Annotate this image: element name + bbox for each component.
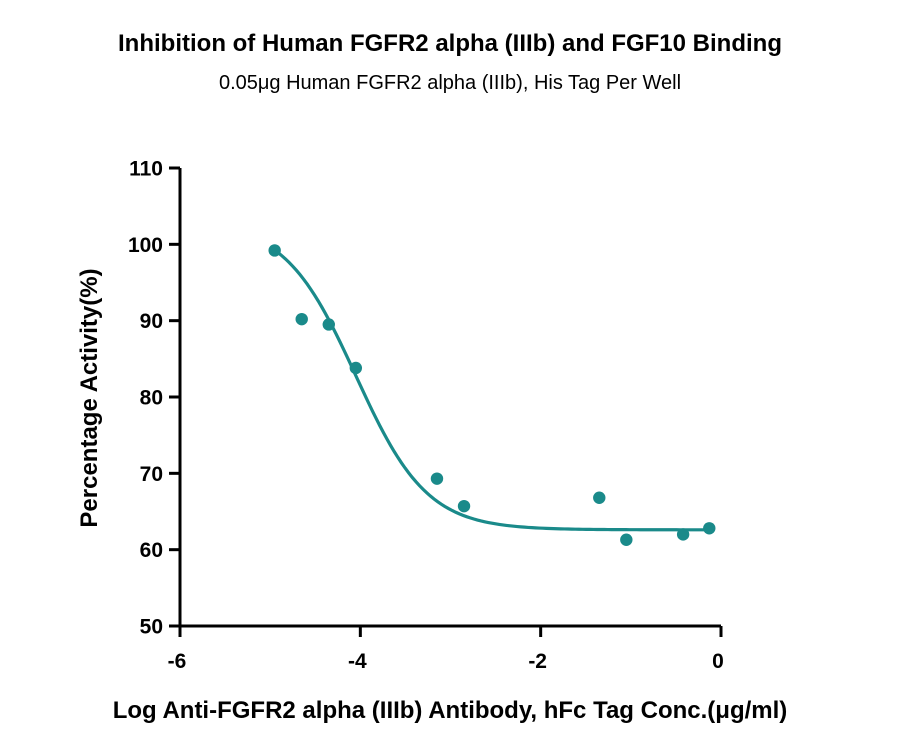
data-point [295,312,308,326]
x-tick-label: 0 [712,650,724,673]
data-point [349,361,363,375]
y-axis-label: Percentage Activity(%) [76,268,103,527]
y-tick-label: 110 [129,158,163,181]
chart-subtitle: 0.05μg Human FGFR2 alpha (IIIb), His Tag… [218,72,682,94]
y-tick-label: 50 [140,616,163,639]
y-tick-label: 70 [140,463,163,486]
y-tick-label: 90 [140,310,163,333]
data-point [620,533,633,546]
data-point [703,522,716,535]
y-tick-label: 100 [128,234,163,257]
data-point [676,528,690,541]
data-points [268,244,716,546]
data-point [430,472,444,485]
data-point [268,244,281,257]
data-point [457,499,471,513]
axes: 50 60 70 80 90 100 110 -6 -4 -2 0 [128,158,724,674]
y-tick-label: 80 [140,387,163,410]
x-tick-label: -4 [348,650,367,673]
fit-curve [273,248,710,532]
data-point [593,491,606,504]
chart-title: Inhibition of Human FGFR2 alpha (IIIb) a… [118,30,782,57]
data-point [322,318,335,331]
x-axis-label: Log Anti-FGFR2 alpha (IIIb) Antibody, hF… [113,697,788,724]
x-tick-label: -6 [168,650,187,673]
y-tick-label: 60 [140,539,163,562]
x-tick-label: -2 [528,650,547,673]
